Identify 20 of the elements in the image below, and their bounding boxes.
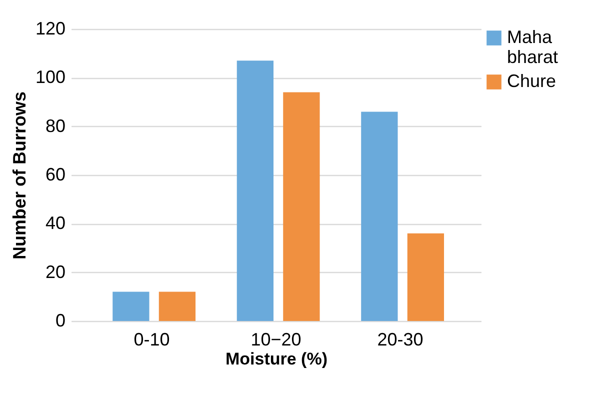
x-tick-label: 10−20 [250,330,302,350]
bar [361,112,398,321]
y-tick-label: 20 [45,262,66,282]
bar [407,233,444,321]
y-tick-label: 120 [35,18,66,38]
bar [112,292,150,321]
bar [236,60,274,321]
y-tick-label: 100 [35,67,66,88]
x-axis-title: Moisture (%) [226,350,328,368]
y-tick-label: 60 [45,164,66,184]
x-tick-label: 0-10 [134,330,170,350]
y-tick-label: 40 [45,213,66,234]
legend-label: Maha bharat [507,27,558,67]
y-axis-title: Number of Burrows [9,91,30,260]
legend-label: Chure [507,71,556,91]
bar [158,292,196,321]
y-tick-label: 80 [45,116,66,136]
x-tick-label: 20-30 [377,330,424,350]
y-tick-label: 0 [55,310,66,330]
bar [283,92,320,321]
